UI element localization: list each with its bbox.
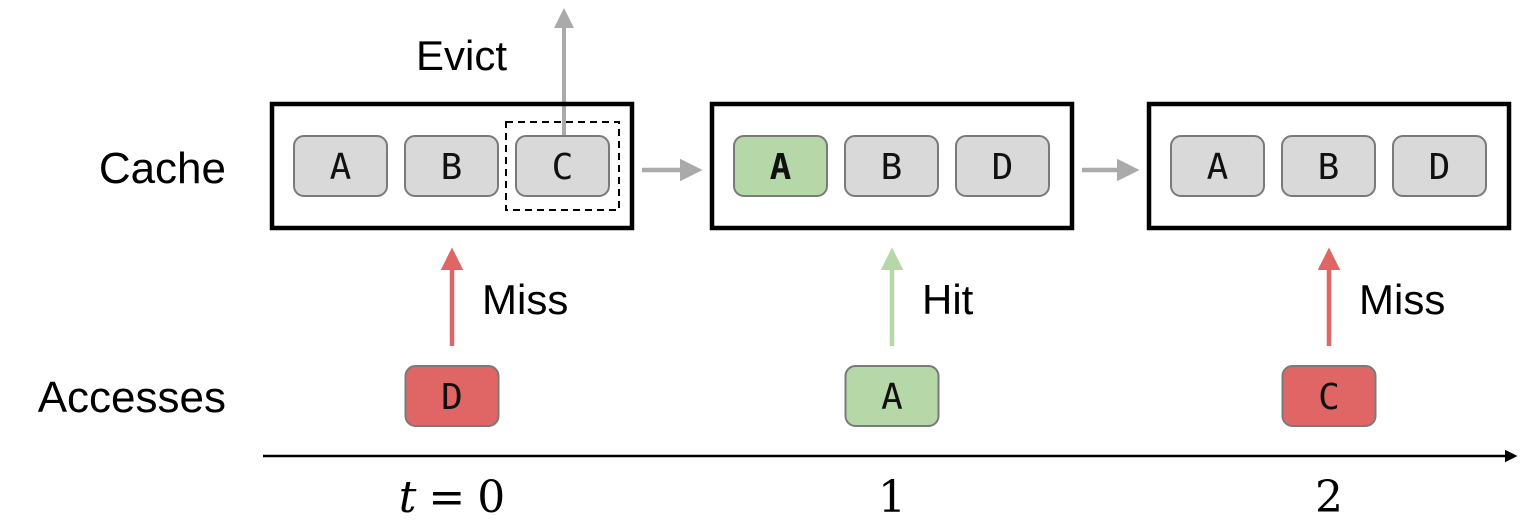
access-box	[404, 365, 500, 427]
access-box	[1281, 365, 1377, 427]
cache-slot-box	[733, 135, 828, 197]
access-box	[844, 365, 940, 427]
cache-slot-label: A	[770, 147, 792, 188]
cache-slot-box	[404, 135, 499, 197]
cache-slot-label: B	[881, 147, 903, 188]
cache-slot-box	[515, 135, 610, 197]
cache-slot-label: A	[1207, 147, 1229, 188]
cache-slot-box	[1392, 135, 1487, 197]
miss-label: Miss	[1359, 276, 1445, 323]
cache-slot-label: B	[441, 147, 463, 188]
cache-frame	[1146, 101, 1512, 231]
cache-slot-box	[1170, 135, 1265, 197]
access-item: D	[404, 365, 500, 427]
cache-frame	[269, 101, 635, 231]
cache-slot: A	[293, 135, 388, 197]
accesses-row-label: Accesses	[38, 373, 226, 422]
cache-row-label: Cache	[99, 144, 226, 193]
cache-slot: A	[1170, 135, 1265, 197]
timestep-1: A B D A Hit 1	[709, 101, 1140, 521]
cache-slot: D	[1392, 135, 1487, 197]
cache-slot: A	[733, 135, 828, 197]
cache-slot-label: D	[1429, 147, 1451, 188]
miss-label: Miss	[482, 276, 568, 323]
cache-slot-label: D	[992, 147, 1014, 188]
cache-slot-box	[1281, 135, 1376, 197]
cache-slot: B	[844, 135, 939, 197]
cache-slot: D	[955, 135, 1050, 197]
cache-slot-box	[293, 135, 388, 197]
hit-label: Hit	[922, 276, 974, 323]
time-tick-2: 2	[1315, 472, 1343, 521]
evict-selection-box	[505, 121, 620, 211]
cache-slot-box	[955, 135, 1050, 197]
cache-slot-box	[844, 135, 939, 197]
time-tick-0: t = 0	[399, 472, 506, 521]
access-item: C	[1281, 365, 1377, 427]
timestep-2: A B D C Miss 2	[1146, 101, 1512, 521]
access-label: D	[441, 377, 463, 418]
access-label: C	[1318, 377, 1340, 418]
access-label: A	[881, 377, 903, 418]
cache-slot-label: C	[552, 147, 574, 188]
access-item: A	[844, 365, 940, 427]
cache-slot: B	[404, 135, 499, 197]
evict-label: Evict	[416, 32, 507, 79]
time-tick-1: 1	[878, 472, 906, 521]
cache-slot-label: B	[1318, 147, 1340, 188]
timestep-0: A B C D Miss t = 0	[269, 101, 703, 521]
cache-slot: B	[1281, 135, 1376, 197]
cache-slot-label: A	[330, 147, 352, 188]
cache-frame	[709, 101, 1075, 231]
cache-slot: C	[505, 121, 620, 211]
